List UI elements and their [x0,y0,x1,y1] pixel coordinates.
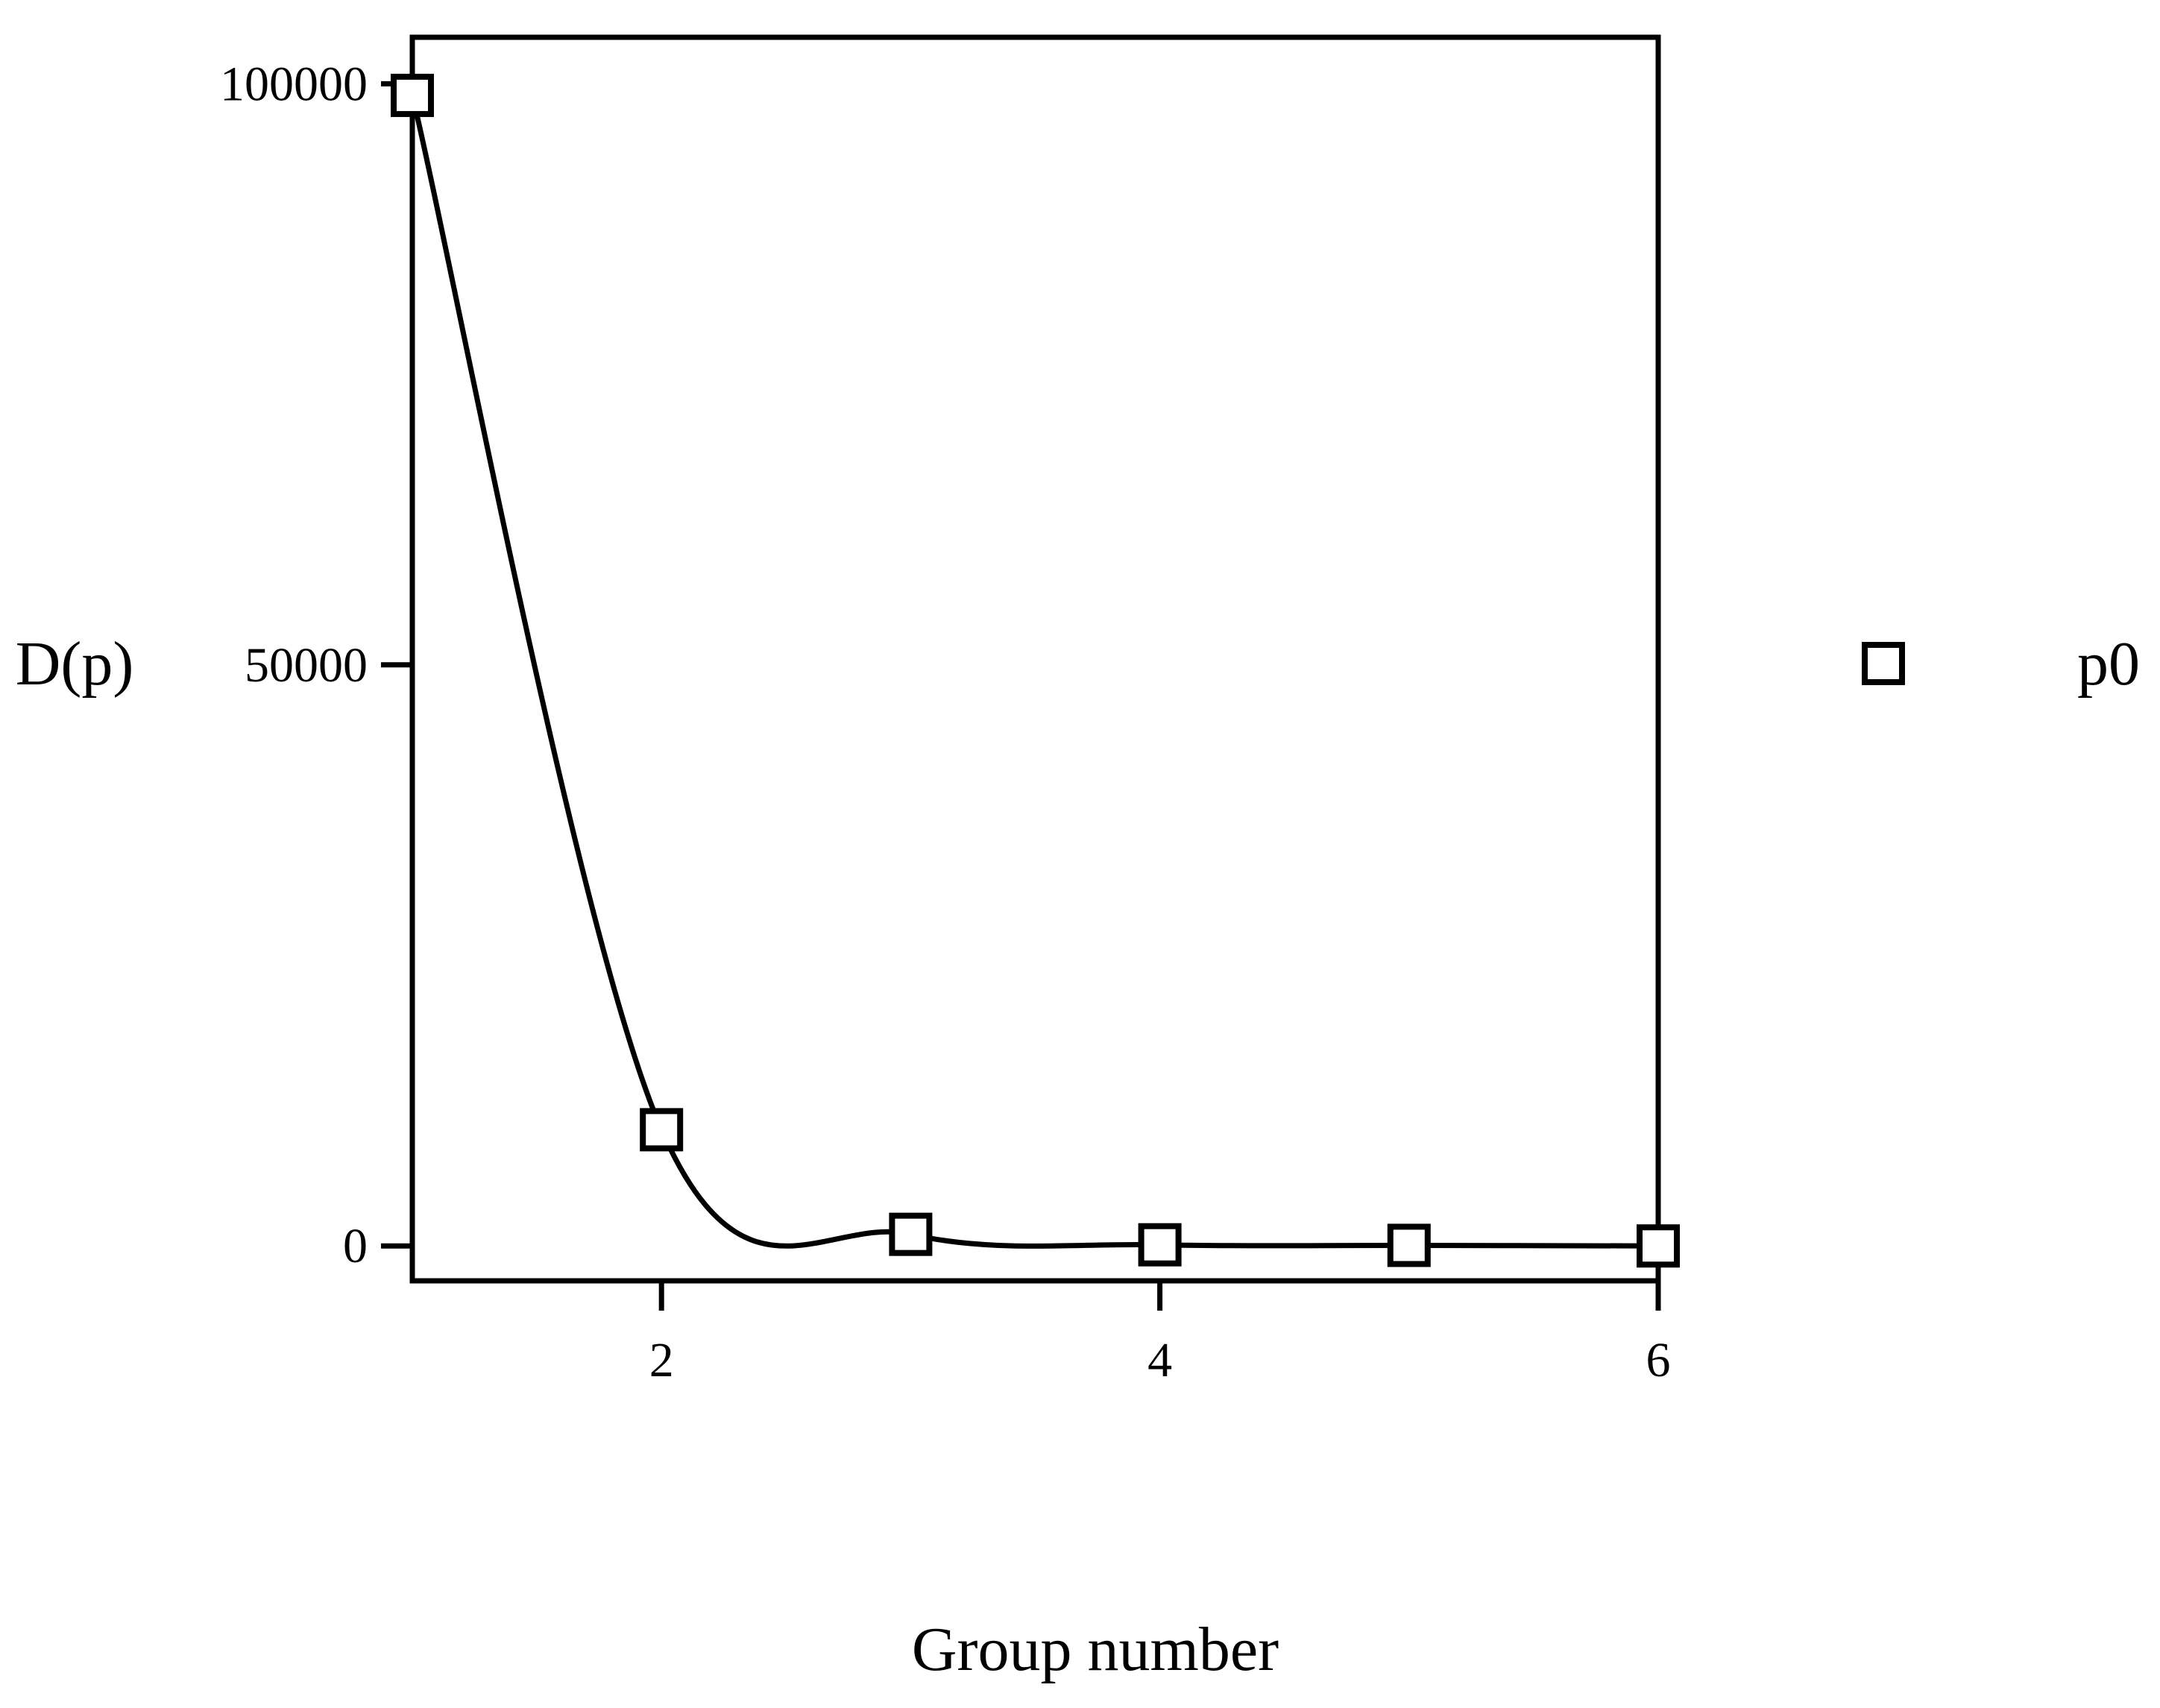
y-tick-label-1: 50000 [245,638,368,693]
x-tick-label-1: 4 [1147,1333,1172,1387]
data-point-4 [1387,1223,1431,1267]
x-axis-ticks: 2 4 6 [649,1281,1671,1387]
x-tick-label-2: 6 [1646,1333,1671,1387]
series-markers-p0 [391,73,1680,1268]
legend: p0 [1862,629,2140,699]
x-tick-label-0: 2 [649,1333,674,1387]
y-axis-ticks: 0 50000 100000 [220,57,412,1273]
data-point-2 [889,1212,933,1256]
data-point-1 [640,1108,684,1152]
data-point-3 [1138,1223,1182,1267]
y-axis-title: D(p) [16,629,134,699]
data-point-5 [1637,1224,1680,1268]
legend-marker-p0 [1862,642,1905,685]
plot-frame [409,34,1661,1284]
y-tick-label-2: 100000 [220,57,368,111]
y-tick-label-0: 0 [343,1219,368,1273]
data-point-0 [391,73,434,117]
legend-label-p0: p0 [2077,629,2140,699]
series-line-p0 [409,95,1659,1249]
x-axis-title: Group number [912,1615,1279,1684]
